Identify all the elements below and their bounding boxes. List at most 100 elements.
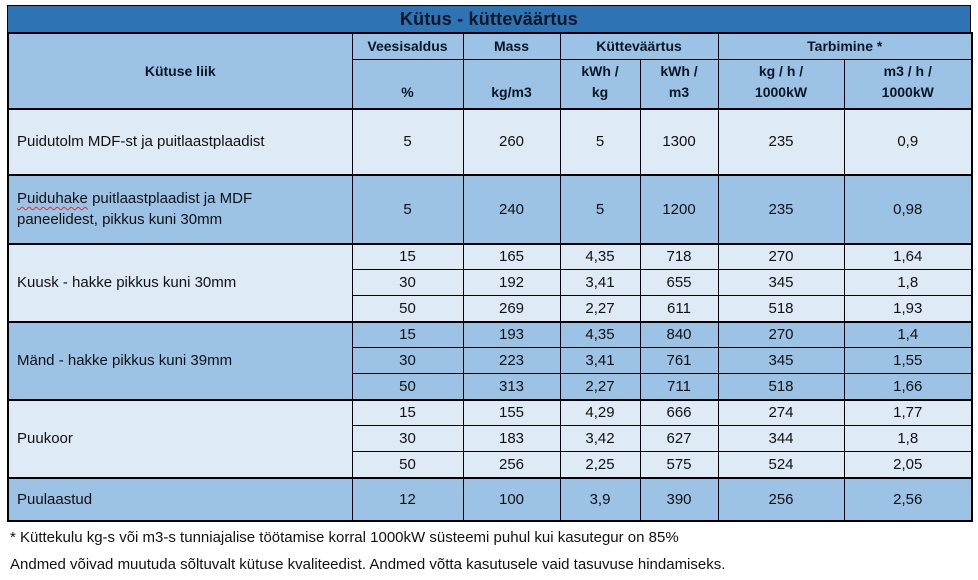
table-row: Mänd - hakke pikkus kuni 39mm 15 193 4,35 84… [7, 320, 973, 400]
header-unit-kg-m3: kg/m3 [462, 58, 561, 109]
value-cell: 4,35 [559, 320, 641, 348]
value-cell: 666 [639, 398, 719, 426]
value-cell: 5 [559, 173, 641, 244]
table-row: 50 269 2,27 611 518 1,93 [8, 295, 973, 322]
header-mass: Mass [462, 32, 561, 60]
value-cell: 1,4 [843, 320, 973, 348]
header-row-top: Kütuse liik Veesisaldus Mass Kütteväärtu… [7, 32, 973, 109]
value-cell: 155 [462, 398, 561, 426]
value-cell: 223 [462, 347, 561, 374]
value-cell: 5 [351, 107, 464, 175]
value-cell: 3,41 [559, 347, 641, 374]
value-cell: 2,25 [559, 451, 641, 478]
header-heating-value: Kütteväärtus [559, 32, 719, 60]
footnote-2: Andmed võivad muutuda sõltuvalt kütuse k… [10, 556, 726, 573]
value-cell: 3,41 [559, 269, 641, 296]
table-row: 30 183 3,42 627 344 1,8 [8, 425, 973, 452]
header-unit-kg-h-1000kw: kg / h / 1000kW [717, 58, 845, 109]
fuel-type-cell: Kuusk - hakke pikkus kuni 30mm [7, 242, 353, 322]
table-row: 30 223 3,41 761 345 1,55 [8, 347, 973, 374]
value-cell: 274 [717, 398, 845, 426]
value-cell: 15 [351, 242, 464, 270]
value-cell: 50 [351, 451, 464, 478]
value-cell: 4,35 [559, 242, 641, 270]
value-cell: 100 [462, 476, 561, 521]
value-cell: 5 [351, 173, 464, 244]
table-row: 50 256 2,25 575 524 2,05 [8, 451, 973, 478]
table-row: Puulaastud 12 100 3,9 390 256 2,56 [7, 476, 973, 521]
value-cell: 235 [717, 107, 845, 175]
value-cell: 1,93 [843, 295, 973, 322]
value-cell: 193 [462, 320, 561, 348]
value-cell: 1,8 [843, 269, 973, 296]
value-cell: 1,66 [843, 373, 973, 400]
header-unit-kwh-kg: kWh / kg [559, 58, 641, 109]
value-cell: 1300 [639, 107, 719, 175]
value-cell: 761 [639, 347, 719, 374]
table-title: Kütus - kütteväärtus [7, 5, 971, 32]
data-table: Kütuse liik Veesisaldus Mass Kütteväärtu… [7, 32, 974, 522]
value-cell: 0,9 [843, 107, 973, 175]
value-cell: 0,98 [843, 173, 973, 244]
table-row: 50 313 2,27 711 518 1,66 [8, 373, 973, 400]
table-body: Puidutolm MDF-st ja puitlaastplaadist 5 26… [7, 107, 973, 521]
table-row: Kuusk - hakke pikkus kuni 30mm 15 165 4,35 7… [7, 242, 973, 322]
fuel-type-cell: Mänd - hakke pikkus kuni 39mm [7, 320, 353, 400]
value-cell: 260 [462, 107, 561, 175]
value-cell: 345 [717, 269, 845, 296]
value-cell: 270 [717, 242, 845, 270]
value-cell: 165 [462, 242, 561, 270]
value-cell: 711 [639, 373, 719, 400]
fuel-type-cell: Puidutolm MDF-st ja puitlaastplaadist [7, 107, 353, 175]
value-cell: 518 [717, 295, 845, 322]
table-row: Puidutolm MDF-st ja puitlaastplaadist 5 26… [7, 107, 973, 175]
value-cell: 313 [462, 373, 561, 400]
value-cell: 2,27 [559, 373, 641, 400]
value-cell: 5 [559, 107, 641, 175]
value-cell: 390 [639, 476, 719, 521]
table-row: Puiduhake puitlaastplaadist ja MDF panee… [7, 173, 973, 244]
value-cell: 345 [717, 347, 845, 374]
footnotes: * Küttekulu kg-s või m3-s tunniajalise t… [10, 524, 725, 578]
value-cell: 611 [639, 295, 719, 322]
header-unit-kwh-m3: kWh / m3 [639, 58, 719, 109]
value-cell: 12 [351, 476, 464, 521]
value-cell: 1,64 [843, 242, 973, 270]
value-cell: 30 [351, 269, 464, 296]
fuel-type-cell: Puulaastud [7, 476, 353, 521]
table-header: Kütuse liik Veesisaldus Mass Kütteväärtu… [7, 32, 973, 109]
value-cell: 183 [462, 425, 561, 452]
value-cell: 240 [462, 173, 561, 244]
value-cell: 2,27 [559, 295, 641, 322]
value-cell: 1,8 [843, 425, 973, 452]
value-cell: 575 [639, 451, 719, 478]
value-cell: 15 [351, 320, 464, 348]
misspelled-word: Puiduhake [17, 190, 88, 207]
value-cell: 518 [717, 373, 845, 400]
value-cell: 655 [639, 269, 719, 296]
value-cell: 2,05 [843, 451, 973, 478]
value-cell: 3,9 [559, 476, 641, 521]
value-cell: 192 [462, 269, 561, 296]
value-cell: 3,42 [559, 425, 641, 452]
value-cell: 30 [351, 347, 464, 374]
header-unit-m3-h-1000kw: m3 / h / 1000kW [843, 58, 973, 109]
header-unit-percent: % [351, 58, 464, 109]
value-cell: 524 [717, 451, 845, 478]
value-cell: 1200 [639, 173, 719, 244]
value-cell: 30 [351, 425, 464, 452]
value-cell: 235 [717, 173, 845, 244]
fuel-type-cell: Puukoor [7, 398, 353, 478]
value-cell: 4,29 [559, 398, 641, 426]
value-cell: 50 [351, 373, 464, 400]
value-cell: 627 [639, 425, 719, 452]
value-cell: 2,56 [843, 476, 973, 521]
value-cell: 840 [639, 320, 719, 348]
header-row-units: % kg/m3 kWh / kg kWh / m3 kg / h / 1000k… [8, 58, 973, 109]
header-fuel-type: Kütuse liik [7, 32, 353, 109]
fuel-heating-value-table: Kütus - kütteväärtus Kütuse liik Veesisa… [7, 5, 974, 522]
footnote-1: * Küttekulu kg-s või m3-s tunniajalise t… [10, 529, 679, 546]
value-cell: 256 [717, 476, 845, 521]
value-cell: 256 [462, 451, 561, 478]
